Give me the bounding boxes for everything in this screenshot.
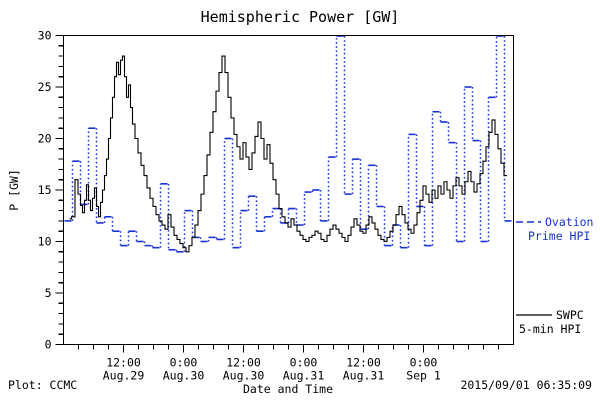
- legend-swpc: SWPC 5-min HPI: [516, 308, 584, 336]
- x-tick-date: Sep 1: [406, 369, 441, 383]
- y-tick-label: 5: [45, 286, 52, 300]
- x-tick-date: Aug.31: [283, 369, 325, 383]
- x-tick-labels: 12:00Aug.290:00Aug.3012:00Aug.300:00Aug.…: [103, 356, 441, 383]
- plot-credit: Plot: CCMC: [8, 378, 77, 392]
- y-tick-labels: 0 5 10 15 20 25 30: [38, 29, 52, 352]
- legend-ovation-label-line2: Prime HPI: [528, 229, 590, 243]
- x-tick-time: 0:00: [410, 356, 438, 370]
- y-tick-label: 15: [38, 183, 52, 197]
- x-tick-time: 0:00: [290, 356, 318, 370]
- chart-title: Hemispheric Power [GW]: [201, 8, 400, 26]
- plot-frame: [62, 34, 515, 346]
- y-axis-label: P [GW]: [7, 169, 21, 211]
- series-ovation-prime-hpi: [64, 35, 513, 253]
- x-tick-date: Aug.31: [343, 369, 385, 383]
- x-tick-time: 12:00: [226, 356, 261, 370]
- x-tick-date: Aug.29: [103, 369, 145, 383]
- legend-ovation: Ovation Prime HPI: [516, 215, 593, 243]
- x-tick-time: 0:00: [170, 356, 198, 370]
- x-tick-time: 12:00: [106, 356, 141, 370]
- x-tick-date: Aug.30: [223, 369, 265, 383]
- y-tick-label: 0: [45, 338, 52, 352]
- x-axis-label: Date and Time: [243, 382, 333, 396]
- y-tick-label: 10: [38, 235, 52, 249]
- legend-swpc-label-line1: SWPC: [556, 308, 584, 322]
- y-tick-label: 30: [38, 29, 52, 43]
- x-tick-date: Aug.30: [163, 369, 205, 383]
- series-swpc-5min-hpi: [69, 55, 507, 253]
- axis-tick-marks: [55, 34, 500, 353]
- y-tick-label: 25: [38, 80, 52, 94]
- y-tick-label: 20: [38, 132, 52, 146]
- legend-ovation-label-line1: Ovation: [545, 215, 593, 229]
- plot-timestamp: 2015/09/01 06:35:09: [460, 378, 592, 392]
- swpc-5min-hpi-line: [69, 55, 507, 253]
- x-tick-time: 12:00: [346, 356, 381, 370]
- legend-swpc-label-line2: 5-min HPI: [519, 322, 581, 336]
